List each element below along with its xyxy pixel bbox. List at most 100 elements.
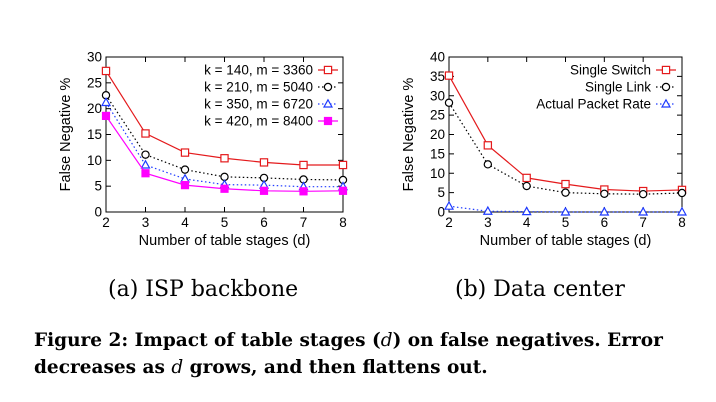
data-point (561, 179, 570, 189)
x-tick-label: 8 (678, 215, 686, 230)
x-tick-label: 6 (601, 215, 609, 230)
y-tick-label: 30 (87, 50, 102, 65)
chart-isp-backbone: 0 5 10 15 20 25 30 2 3 4 5 6 7 8 Number of table stage… (58, 50, 349, 249)
legend-marker (323, 82, 333, 92)
data-point (180, 165, 190, 174)
data-point (599, 206, 610, 216)
data-point (522, 181, 531, 191)
series-4 (101, 111, 348, 196)
data-point (483, 160, 493, 169)
data-point (638, 189, 648, 199)
data-point (299, 160, 308, 170)
y-tick-label: 15 (87, 127, 102, 142)
x-tick-label: 7 (639, 215, 647, 230)
chart-data-center: 0 5 10 15 20 25 30 35 40 2 3 4 5 6 7 8 Number of table s… (401, 50, 688, 249)
legend-marker (661, 65, 671, 75)
x-tick-label: 6 (260, 215, 268, 230)
legend-label: Single Switch (570, 63, 651, 78)
x-tick-label: 3 (142, 215, 150, 230)
data-point (561, 188, 570, 197)
series-3 (443, 200, 688, 216)
x-tick-label: 5 (562, 215, 570, 230)
data-point (101, 66, 111, 76)
legend-label: Single Link (585, 80, 651, 95)
data-point (101, 111, 111, 121)
legend-label: Actual Packet Rate (536, 97, 651, 112)
x-tick-label: 7 (300, 215, 308, 230)
data-point (220, 184, 229, 193)
figure-caption: Figure 2: Impact of table stages (d) on … (34, 327, 694, 381)
data-point (220, 154, 229, 163)
data-point (180, 148, 190, 157)
subcaption-b: (b) Data center (455, 277, 625, 302)
caption-mid: ) on false negatives. Error decreases as (34, 330, 663, 378)
y-tick-label: 10 (430, 166, 445, 181)
x-axis-label: Number of table stages (d) (139, 233, 311, 249)
legend-label: k = 420, m = 8400 (204, 114, 313, 129)
data-point (522, 173, 531, 183)
x-tick-label: 4 (181, 215, 189, 230)
y-tick-label: 0 (94, 205, 102, 220)
legend-label: k = 210, m = 5040 (204, 80, 313, 95)
subcaption-a: (a) ISP backbone (108, 277, 299, 302)
x-tick-label: 3 (484, 215, 492, 230)
data-point (100, 97, 112, 107)
legend-marker (322, 98, 334, 108)
y-tick-label: 5 (437, 185, 445, 200)
data-point (600, 189, 609, 198)
data-point (638, 206, 649, 216)
data-point (141, 150, 150, 159)
y-tick-label: 30 (430, 88, 445, 103)
x-tick-label: 2 (445, 215, 453, 230)
data-point (180, 181, 190, 190)
y-tick-label: 20 (430, 127, 445, 142)
data-point (141, 169, 150, 178)
caption-end: grows, and then flattens out. (183, 357, 488, 378)
y-tick-label: 25 (87, 75, 102, 90)
data-point (521, 206, 532, 216)
y-tick-label: 25 (430, 108, 445, 123)
data-point (444, 98, 454, 107)
data-point (483, 141, 493, 150)
data-point (482, 205, 493, 215)
y-tick-label: 35 (430, 69, 445, 84)
data-point (141, 129, 150, 138)
legend-marker (661, 82, 671, 92)
y-tick-label: 15 (430, 146, 445, 161)
series-2 (444, 98, 687, 199)
x-tick-label: 4 (523, 215, 531, 230)
x-axis-label: Number of table stages (d) (480, 233, 652, 249)
data-point (259, 158, 269, 167)
data-point (338, 186, 348, 195)
legend-label: k = 140, m = 3360 (204, 63, 313, 78)
x-tick-label: 5 (221, 215, 229, 230)
data-point (443, 200, 455, 210)
y-tick-label: 5 (94, 179, 102, 194)
data-point (560, 206, 571, 216)
series-1 (101, 66, 348, 170)
data-point (299, 187, 308, 196)
data-point (677, 188, 687, 198)
legend-marker (323, 116, 333, 126)
series-2 (101, 91, 348, 185)
y-tick-label: 0 (437, 205, 445, 220)
caption-var-2: d (171, 357, 184, 378)
x-tick-label: 2 (102, 215, 110, 230)
x-tick-label: 8 (339, 215, 347, 230)
y-axis-label: False Negative % (401, 78, 417, 192)
caption-var-1: d (380, 330, 393, 351)
legend-label: k = 350, m = 6720 (204, 97, 313, 112)
legend-marker (660, 98, 672, 108)
data-point (140, 159, 151, 169)
legend-marker (323, 65, 333, 75)
y-tick-label: 10 (87, 153, 102, 168)
y-tick-label: 40 (430, 50, 445, 65)
y-tick-label: 20 (87, 101, 102, 116)
caption-label: Figure 2: Impact of table stages ( (34, 330, 381, 351)
data-point (444, 71, 454, 80)
y-axis-label: False Negative % (58, 78, 74, 192)
data-point (676, 206, 688, 216)
data-point (259, 186, 269, 195)
